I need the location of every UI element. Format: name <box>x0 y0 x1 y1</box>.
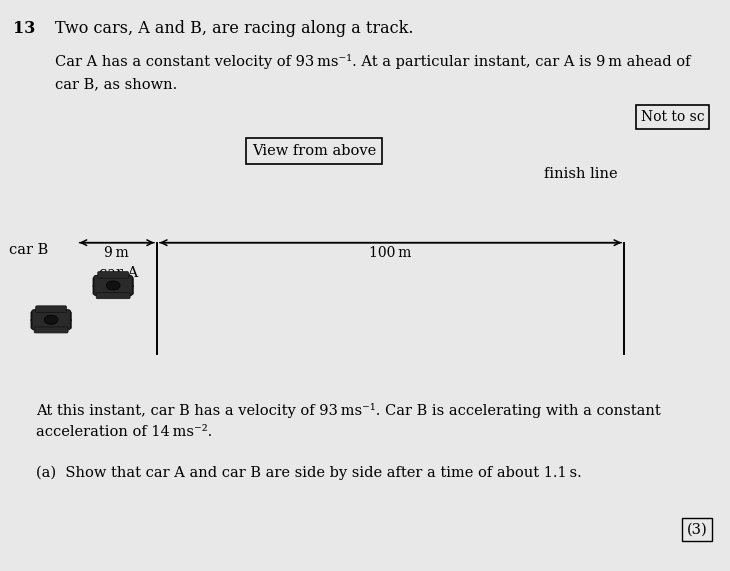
Text: car A: car A <box>99 266 138 280</box>
FancyBboxPatch shape <box>62 312 72 321</box>
Text: car B: car B <box>9 243 48 257</box>
FancyBboxPatch shape <box>96 293 130 299</box>
FancyBboxPatch shape <box>93 278 102 287</box>
FancyBboxPatch shape <box>98 272 128 278</box>
Text: 100 m: 100 m <box>369 246 412 260</box>
FancyBboxPatch shape <box>31 319 40 328</box>
Text: car B, as shown.: car B, as shown. <box>55 77 177 91</box>
FancyBboxPatch shape <box>32 309 70 330</box>
FancyBboxPatch shape <box>124 278 134 287</box>
FancyBboxPatch shape <box>62 319 72 328</box>
FancyBboxPatch shape <box>34 327 68 333</box>
Text: acceleration of 14 ms⁻².: acceleration of 14 ms⁻². <box>36 425 212 440</box>
Text: (a)  Show that car A and car B are side by side after a time of about 1.1 s.: (a) Show that car A and car B are side b… <box>36 465 583 480</box>
FancyBboxPatch shape <box>93 285 102 294</box>
Ellipse shape <box>45 315 58 324</box>
Text: finish line: finish line <box>544 167 617 181</box>
Text: Car A has a constant velocity of 93 ms⁻¹. At a particular instant, car A is 9 m : Car A has a constant velocity of 93 ms⁻¹… <box>55 54 691 69</box>
FancyBboxPatch shape <box>36 306 66 312</box>
Text: Not to sc: Not to sc <box>641 110 704 124</box>
Text: Two cars, A and B, are racing along a track.: Two cars, A and B, are racing along a tr… <box>55 20 413 37</box>
FancyBboxPatch shape <box>124 285 134 294</box>
Text: View from above: View from above <box>252 144 376 158</box>
Text: 9 m: 9 m <box>104 246 129 260</box>
FancyBboxPatch shape <box>31 312 40 321</box>
Text: 13: 13 <box>13 20 35 37</box>
Text: At this instant, car B has a velocity of 93 ms⁻¹. Car B is accelerating with a c: At this instant, car B has a velocity of… <box>36 403 661 417</box>
Ellipse shape <box>107 281 120 290</box>
FancyBboxPatch shape <box>94 275 132 296</box>
Text: (3): (3) <box>687 522 707 537</box>
